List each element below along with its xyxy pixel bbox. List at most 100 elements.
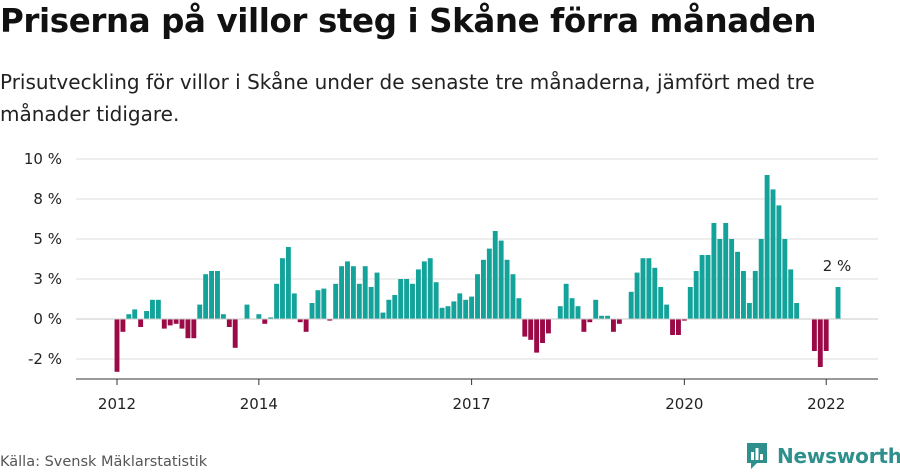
bar <box>268 317 274 319</box>
bar <box>628 291 634 319</box>
newsworthy-icon <box>747 443 767 469</box>
bar <box>120 319 126 332</box>
bar <box>185 319 191 339</box>
bar <box>285 247 291 319</box>
y-tick-label: 10 % <box>24 150 62 168</box>
bar <box>380 312 386 319</box>
x-tick-label: 2020 <box>665 395 703 413</box>
bar <box>309 303 315 319</box>
bar <box>782 239 788 319</box>
chart-title: Priserna på villor steg i Skåne förra må… <box>0 2 817 40</box>
bar <box>752 271 758 319</box>
bar <box>687 287 693 319</box>
bar <box>735 251 740 319</box>
newsworthy-logo: Newsworthy <box>745 441 900 471</box>
x-tick-label: 2012 <box>98 395 136 413</box>
bar <box>835 287 841 319</box>
bar <box>126 314 132 319</box>
bar <box>811 319 817 351</box>
bar <box>226 319 232 327</box>
bar <box>723 223 729 319</box>
y-tick-label: 8 % <box>33 190 62 208</box>
bar <box>823 319 829 351</box>
bar <box>167 319 173 326</box>
bar <box>681 319 687 321</box>
bar <box>534 319 540 353</box>
bar <box>138 319 144 327</box>
bar <box>291 293 297 319</box>
bar <box>504 259 510 319</box>
bar <box>652 267 658 319</box>
bar <box>640 258 646 319</box>
x-axis-ticks: 2012 2014 2017 2020 2022 <box>98 379 845 413</box>
x-tick-label: 2022 <box>807 395 845 413</box>
bar <box>475 274 480 319</box>
bar <box>427 258 433 319</box>
bar <box>327 319 333 321</box>
bar <box>658 287 664 319</box>
bar <box>741 271 746 319</box>
bar <box>693 271 699 319</box>
bar <box>215 271 220 319</box>
bar <box>510 274 516 319</box>
bar <box>610 319 616 332</box>
bar <box>540 319 545 343</box>
bar <box>486 248 492 319</box>
bar <box>670 319 675 335</box>
bar <box>575 306 581 319</box>
bar <box>699 255 705 319</box>
bar <box>764 175 770 319</box>
bars <box>114 175 841 372</box>
bar <box>729 239 735 319</box>
bar <box>368 287 374 319</box>
bar <box>274 283 280 319</box>
bar <box>528 319 534 340</box>
bar <box>770 189 776 319</box>
bar <box>758 239 764 319</box>
bar <box>203 274 209 319</box>
bar <box>191 319 197 339</box>
bar <box>256 314 262 319</box>
bar <box>392 295 398 319</box>
bar <box>280 258 285 319</box>
bar <box>297 319 303 323</box>
source-note: Källa: Svensk Mäklarstatistik <box>0 454 208 470</box>
bar <box>415 269 421 319</box>
bar <box>746 303 752 319</box>
bar <box>463 299 469 319</box>
bar <box>646 258 652 319</box>
bar <box>563 283 569 319</box>
bar <box>587 319 593 323</box>
bar <box>386 299 392 319</box>
bar <box>717 239 723 319</box>
bar <box>179 319 185 329</box>
bar <box>480 259 486 319</box>
bar <box>315 290 321 319</box>
bar <box>173 319 179 324</box>
bar <box>439 307 445 319</box>
bar <box>144 311 149 319</box>
bar <box>593 299 599 319</box>
bar <box>339 266 345 319</box>
bar <box>676 319 681 335</box>
bar <box>569 298 575 319</box>
bar <box>410 283 415 319</box>
brand-name: Newsworthy <box>777 444 900 468</box>
bar <box>345 261 350 319</box>
bar <box>244 304 250 319</box>
bar <box>114 319 120 372</box>
bar <box>374 272 380 319</box>
bar <box>404 279 410 319</box>
bar <box>445 306 451 319</box>
bar <box>581 319 587 332</box>
bar <box>451 301 457 319</box>
bar <box>634 272 640 319</box>
bar <box>220 314 226 319</box>
bar <box>350 266 356 319</box>
bar <box>421 261 427 319</box>
bar <box>492 231 498 319</box>
bar <box>356 283 362 319</box>
bar <box>161 319 167 329</box>
bar <box>321 288 327 319</box>
bar <box>150 299 155 319</box>
